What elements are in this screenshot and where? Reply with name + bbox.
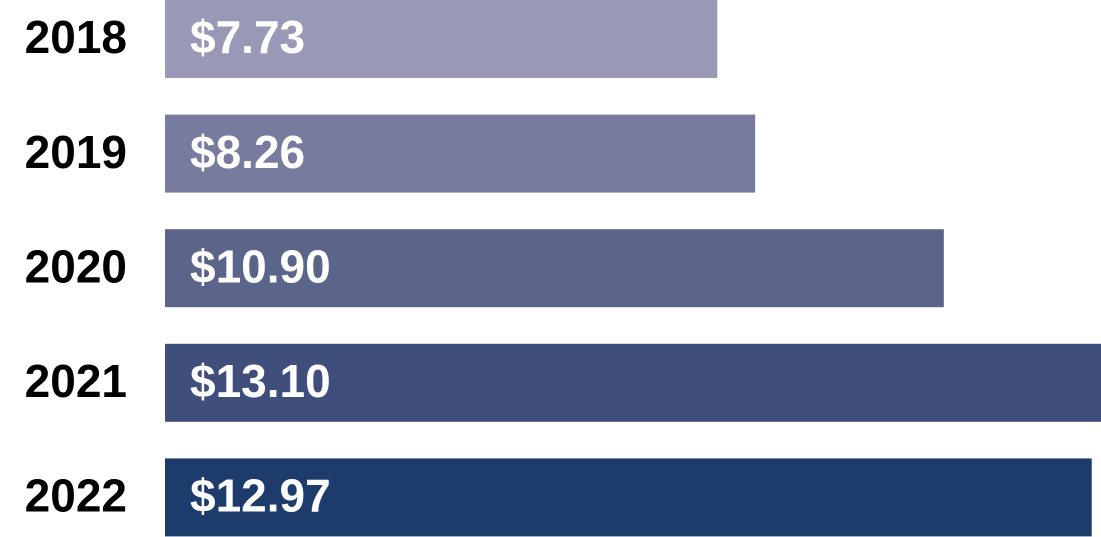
bar	[165, 0, 718, 78]
y-tick-label: 2021	[25, 355, 127, 407]
data-label: $13.10	[190, 355, 331, 407]
data-label: $10.90	[190, 240, 331, 292]
data-label: $12.97	[190, 470, 331, 522]
data-label: $7.73	[190, 11, 305, 63]
y-tick-label: 2020	[25, 240, 127, 292]
bar	[165, 458, 1092, 537]
y-tick-label: 2018	[25, 11, 127, 63]
y-tick-label: 2022	[25, 470, 127, 522]
data-label: $8.26	[190, 126, 305, 178]
bar	[165, 343, 1101, 422]
y-tick-label: 2019	[25, 126, 127, 178]
bar	[165, 229, 944, 308]
bar	[165, 114, 756, 193]
